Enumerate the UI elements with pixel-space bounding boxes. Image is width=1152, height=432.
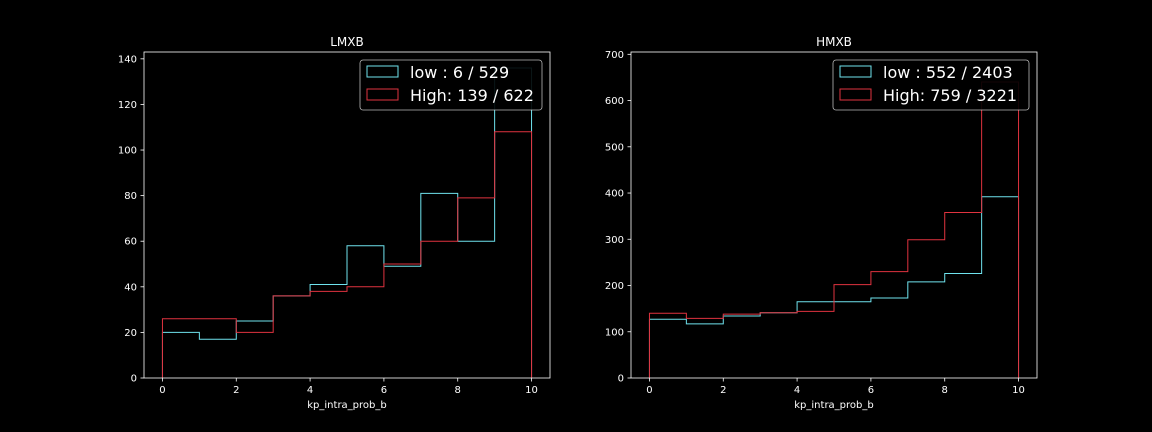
lmxb-legend-label-low: low : 6 / 529 xyxy=(410,63,509,82)
hmxb-panel: 0 2 4 6 8 100100200300400500600700HMXBkp_intr… xyxy=(605,35,1038,411)
hmxb-legend-label-low: low : 552 / 2403 xyxy=(883,63,1013,82)
hmxb-x-tick-label: 8 xyxy=(942,385,948,396)
hmxb-legend-swatch-high xyxy=(839,88,872,101)
lmxb-y-tick-label: 60 xyxy=(124,237,137,248)
hmxb-x-tick-label: 4 xyxy=(794,385,800,396)
lmxb-axes-frame xyxy=(143,51,551,379)
lmxb-chart-title: LMXB xyxy=(330,35,364,49)
lmxb-legend-swatch-low xyxy=(366,65,399,78)
lmxb-x-tick-label: 8 xyxy=(455,385,461,396)
hmxb-y-tick-label: 600 xyxy=(605,96,624,107)
lmxb-y-tick-label: 100 xyxy=(118,146,137,157)
hmxb-y-tick-label: 500 xyxy=(605,142,624,153)
hmxb-x-tick-label: 0 xyxy=(646,385,652,396)
hmxb-y-tick-label: 400 xyxy=(605,189,624,200)
lmxb-series-low-step xyxy=(161,67,533,378)
lmxb-legend-label-high: High: 139 / 622 xyxy=(410,86,534,105)
lmxb-x-tick-label: 6 xyxy=(381,385,387,396)
hmxb-y-tick-label: 100 xyxy=(605,327,624,338)
lmxb-legend-frame xyxy=(359,59,543,111)
hmxb-legend-swatch-low xyxy=(839,65,872,78)
hmxb-chart-title: HMXB xyxy=(816,35,852,49)
lmxb-y-tick-label: 40 xyxy=(124,282,137,293)
lmxb-legend: low : 6 / 529 High: 139 / 622 xyxy=(359,59,543,111)
lmxb-y-tick-label: 0 xyxy=(131,374,137,385)
lmxb-x-tick-label: 2 xyxy=(233,385,239,396)
lmxb-series-high-step xyxy=(161,131,533,378)
hmxb-series-high-step xyxy=(648,81,1020,378)
lmxb-x-axis-label: kp_intra_prob_b xyxy=(307,400,386,411)
hmxb-y-tick-label: 300 xyxy=(605,235,624,246)
lmxb-x-tick-label: 4 xyxy=(307,385,313,396)
lmxb-y-tick-label: 120 xyxy=(118,100,137,111)
lmxb-y-tick-label: 20 xyxy=(124,328,137,339)
lmxb-panel: 0 2 4 6 8 10020406080100120140LMXBkp_intra_pr… xyxy=(118,35,551,411)
lmxb-legend-swatch-high xyxy=(366,88,399,101)
lmxb-y-tick-label: 80 xyxy=(124,191,137,202)
lmxb-x-tick-label: 0 xyxy=(159,385,165,396)
lmxb-x-tick-label: 10 xyxy=(525,385,538,396)
hmxb-y-tick-label: 0 xyxy=(618,374,624,385)
hmxb-x-tick-label: 10 xyxy=(1012,385,1025,396)
hmxb-legend-label-high: High: 759 / 3221 xyxy=(883,86,1017,105)
hmxb-y-tick-label: 700 xyxy=(605,50,624,61)
hmxb-x-axis-label: kp_intra_prob_b xyxy=(794,400,873,411)
hmxb-axes-frame xyxy=(630,51,1038,379)
hmxb-legend-frame xyxy=(832,59,1030,111)
hmxb-x-tick-label: 6 xyxy=(868,385,874,396)
hmxb-y-tick-label: 200 xyxy=(605,281,624,292)
lmxb-y-tick-label: 140 xyxy=(118,54,137,65)
hmxb-legend: low : 552 / 2403 High: 759 / 3221 xyxy=(832,59,1030,111)
hmxb-x-tick-label: 2 xyxy=(720,385,726,396)
